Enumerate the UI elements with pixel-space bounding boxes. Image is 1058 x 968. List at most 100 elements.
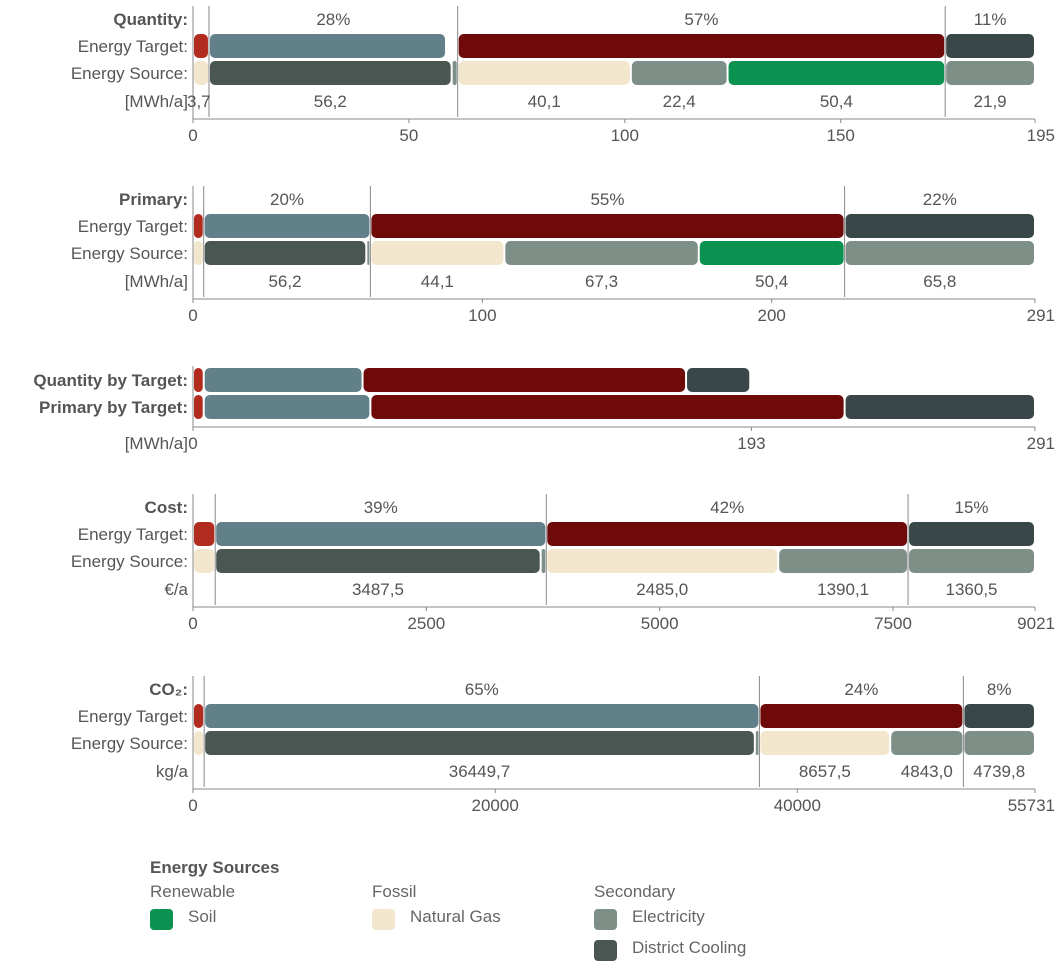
value-label: 3,7 bbox=[187, 92, 211, 111]
legend-item-soil: Soil bbox=[150, 907, 380, 933]
legend-group-secondary: Secondary Electricity District Cooling bbox=[594, 882, 824, 964]
energy-source-bar-segment bbox=[204, 241, 366, 265]
primary-by-target-bar-segment bbox=[371, 395, 844, 419]
energy-source-bar-segment bbox=[755, 731, 759, 755]
value-label: 22,4 bbox=[663, 92, 696, 111]
tick-label: 100 bbox=[468, 306, 496, 325]
energy-target-bar-segment bbox=[194, 34, 208, 58]
unit-label: [MWh/a] bbox=[125, 272, 188, 291]
energy-target-bar-segment bbox=[946, 34, 1034, 58]
tick-label: 55731 bbox=[1008, 796, 1055, 815]
row-label: Energy Target: bbox=[78, 37, 188, 56]
legend-item-label: Soil bbox=[188, 907, 217, 926]
energy-source-bar-segment bbox=[891, 731, 963, 755]
energy-source-bar-segment bbox=[631, 61, 727, 85]
value-label: 40,1 bbox=[528, 92, 561, 111]
percent-label: 55% bbox=[590, 190, 624, 209]
percent-label: 20% bbox=[270, 190, 304, 209]
percent-label: 28% bbox=[316, 10, 350, 29]
energy-source-bar-segment bbox=[194, 549, 215, 573]
energy-source-bar-segment bbox=[209, 61, 451, 85]
energy-source-bar-segment bbox=[547, 549, 778, 573]
panel-title: Primary: bbox=[119, 190, 188, 209]
tick-label: 0 bbox=[188, 796, 197, 815]
legend-title: Energy Sources bbox=[150, 858, 280, 877]
tick-label: 0 bbox=[188, 434, 197, 453]
district-cooling-swatch bbox=[594, 940, 617, 961]
legend-group-label: Fossil bbox=[372, 882, 417, 901]
percent-label: 11% bbox=[974, 10, 1007, 29]
legend-item-label: Natural Gas bbox=[410, 907, 501, 926]
tick-label: 50 bbox=[399, 126, 418, 145]
legend-item-electricity: Electricity bbox=[594, 907, 824, 933]
tick-label: 291 bbox=[1027, 434, 1055, 453]
legend-item-district-cooling: District Cooling bbox=[594, 938, 824, 964]
tick-label: 0 bbox=[188, 306, 197, 325]
value-label: 1390,1 bbox=[817, 580, 869, 599]
row-label: Energy Source: bbox=[71, 552, 188, 571]
tick-label: 0 bbox=[188, 614, 197, 633]
primary-by-target-bar-segment bbox=[204, 395, 370, 419]
energy-source-bar-segment bbox=[845, 241, 1034, 265]
unit-label: kg/a bbox=[156, 762, 189, 781]
value-label: 4843,0 bbox=[901, 762, 953, 781]
value-label: 44,1 bbox=[421, 272, 454, 291]
energy-target-bar-segment bbox=[547, 522, 908, 546]
tick-label: 200 bbox=[758, 306, 786, 325]
legend: Energy Sources Renewable Soil Fossil Nat… bbox=[150, 858, 746, 961]
quantity-by-target-bar-segment bbox=[194, 368, 203, 392]
energy-target-bar-segment bbox=[909, 522, 1034, 546]
row-label: Energy Source: bbox=[71, 64, 188, 83]
tick-label: 195 bbox=[1027, 126, 1055, 145]
energy-source-bar-segment bbox=[194, 241, 203, 265]
energy-source-bar-segment bbox=[371, 241, 504, 265]
row-label: Primary by Target: bbox=[39, 398, 188, 417]
electricity-swatch bbox=[594, 909, 617, 930]
energy-source-bar-segment bbox=[505, 241, 698, 265]
value-label: 50,4 bbox=[755, 272, 788, 291]
unit-label: [MWh/a] bbox=[125, 92, 188, 111]
percent-label: 42% bbox=[710, 498, 744, 517]
tick-label: 0 bbox=[188, 126, 197, 145]
tick-label: 291 bbox=[1027, 306, 1055, 325]
energy-source-bar-segment bbox=[194, 61, 208, 85]
panel-title: Quantity: bbox=[113, 10, 188, 29]
percent-label: 22% bbox=[923, 190, 957, 209]
energy-target-bar-segment bbox=[194, 522, 215, 546]
energy-chart: Quantity: Energy Target: Energy Source: 28%… bbox=[33, 6, 1055, 815]
percent-label: 24% bbox=[844, 680, 878, 699]
value-label: 36449,7 bbox=[449, 762, 510, 781]
tick-label: 193 bbox=[737, 434, 765, 453]
energy-target-bar-segment bbox=[194, 704, 204, 728]
energy-target-bar-segment bbox=[760, 704, 963, 728]
energy-source-bar-segment bbox=[964, 731, 1034, 755]
legend-item-label: Electricity bbox=[632, 907, 705, 926]
energy-source-bar-segment bbox=[760, 731, 890, 755]
row-label: Energy Source: bbox=[71, 244, 188, 263]
percent-label: 15% bbox=[955, 498, 989, 517]
value-label: 8657,5 bbox=[799, 762, 851, 781]
panel-title: CO₂: bbox=[149, 680, 188, 699]
row-label: Quantity by Target: bbox=[33, 371, 188, 390]
energy-target-bar-segment bbox=[964, 704, 1034, 728]
energy-source-bar-segment bbox=[205, 731, 754, 755]
energy-target-bar-segment bbox=[194, 214, 203, 238]
quantity-by-target-bar-segment bbox=[687, 368, 750, 392]
energy-source-bar-segment bbox=[458, 61, 630, 85]
energy-source-bar-segment bbox=[728, 61, 945, 85]
legend-group-label: Renewable bbox=[150, 882, 236, 901]
energy-source-bar-segment bbox=[452, 61, 457, 85]
energy-target-bar-segment bbox=[209, 34, 446, 58]
value-label: 56,2 bbox=[314, 92, 347, 111]
energy-target-bar-segment bbox=[216, 522, 546, 546]
value-label: 3487,5 bbox=[352, 580, 404, 599]
energy-target-bar-segment bbox=[458, 34, 945, 58]
tick-label: 9021 bbox=[1017, 614, 1055, 633]
energy-target-bar-segment bbox=[204, 214, 370, 238]
tick-label: 40000 bbox=[774, 796, 821, 815]
energy-target-bar-segment bbox=[371, 214, 844, 238]
energy-source-bar-segment bbox=[909, 549, 1034, 573]
legend-item-natural-gas: Natural Gas bbox=[372, 907, 602, 933]
tick-label: 150 bbox=[827, 126, 855, 145]
quantity-by-target-bar-segment bbox=[204, 368, 362, 392]
